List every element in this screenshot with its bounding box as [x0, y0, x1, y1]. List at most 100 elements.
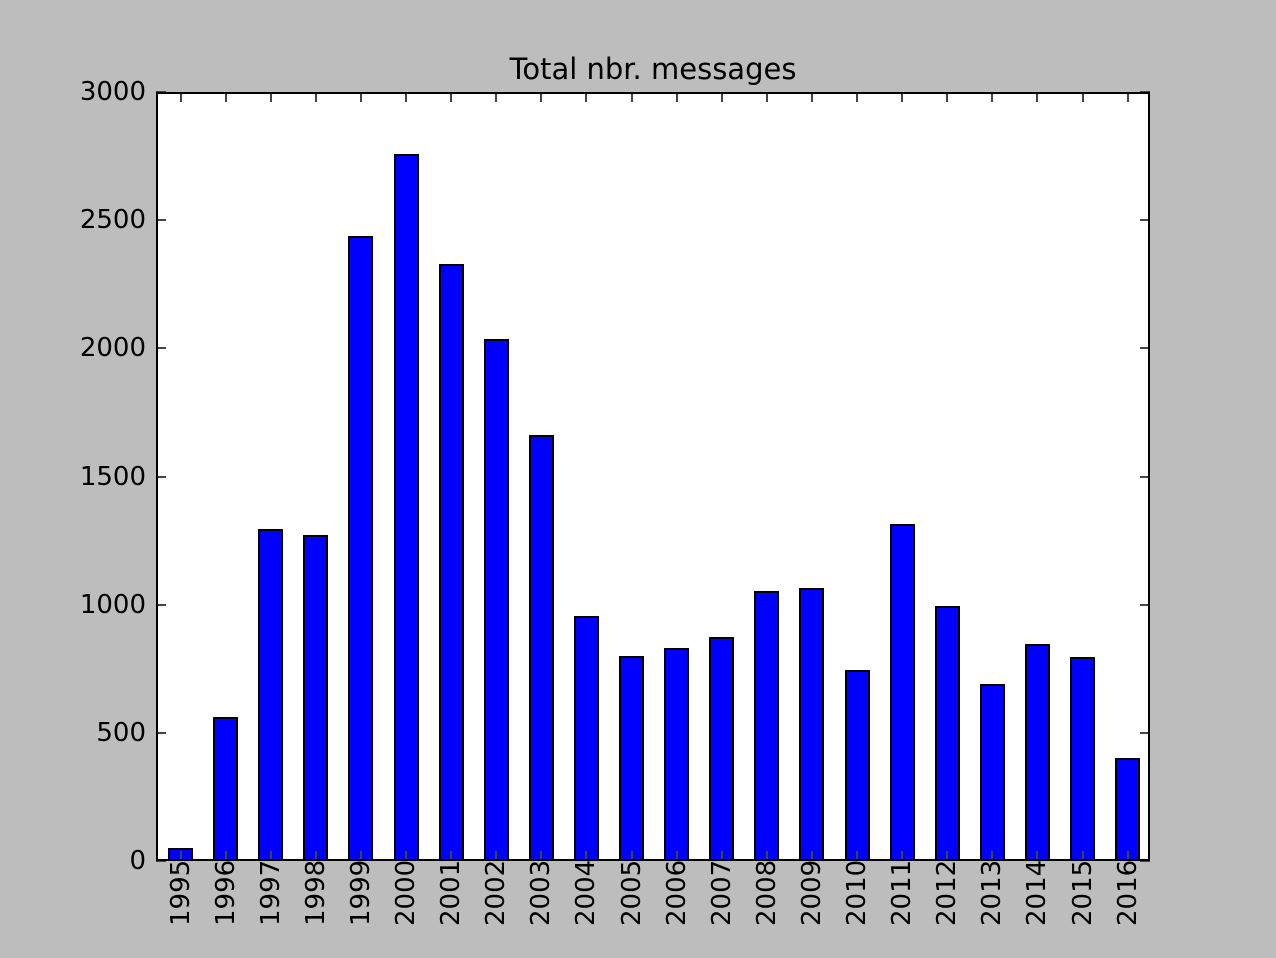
- x-tick-mark: [901, 851, 904, 861]
- x-tick-mark: [1081, 92, 1084, 102]
- x-tick-mark: [630, 92, 633, 102]
- y-tick-mark: [1140, 603, 1150, 606]
- y-tick-mark: [156, 475, 166, 478]
- x-tick-mark: [1036, 851, 1039, 861]
- x-tick-mark: [856, 851, 858, 861]
- bar: [754, 591, 780, 861]
- x-tick-mark: [675, 92, 678, 102]
- y-tick-mark: [1140, 347, 1150, 350]
- x-tick-mark: [314, 92, 317, 102]
- x-tick-mark: [179, 851, 182, 861]
- x-tick-mark: [405, 851, 407, 861]
- y-tick-mark: [1140, 475, 1150, 478]
- x-tick-mark: [1081, 851, 1084, 861]
- y-tick-mark: [1140, 860, 1150, 862]
- x-tick-mark: [1126, 851, 1129, 861]
- x-tick-label: 1997: [255, 859, 286, 926]
- x-tick-mark: [630, 851, 633, 861]
- y-tick-label: 2000: [79, 333, 146, 364]
- x-tick-mark: [810, 92, 813, 102]
- bar: [393, 154, 419, 861]
- x-tick-mark: [946, 92, 949, 102]
- bar: [1115, 758, 1141, 861]
- x-tick-label: 2002: [481, 859, 512, 926]
- x-tick-mark: [946, 851, 949, 861]
- x-tick-label: 2006: [661, 859, 692, 926]
- bar: [258, 529, 284, 861]
- x-tick-label: 2008: [751, 859, 782, 926]
- y-tick-mark: [156, 91, 166, 93]
- bar: [528, 435, 554, 861]
- x-tick-label: 2011: [887, 859, 918, 926]
- y-tick-mark: [1140, 731, 1150, 734]
- chart-title: Total nbr. messages: [509, 52, 797, 86]
- bar: [573, 616, 599, 861]
- x-tick-mark: [1126, 92, 1129, 102]
- x-tick-label: 2015: [1067, 859, 1098, 926]
- x-tick-label: 1998: [300, 859, 331, 926]
- y-tick-mark: [156, 219, 166, 222]
- bar: [979, 684, 1005, 861]
- x-tick-mark: [450, 92, 453, 102]
- x-tick-label: 2010: [842, 859, 872, 926]
- x-tick-label: 2012: [932, 859, 963, 926]
- x-tick-mark: [314, 851, 317, 861]
- bar: [844, 670, 870, 861]
- y-tick-mark: [156, 860, 166, 862]
- bar: [438, 264, 464, 861]
- x-tick-mark: [359, 92, 362, 102]
- bar: [1070, 657, 1095, 861]
- bar: [619, 656, 644, 861]
- x-tick-mark: [765, 92, 768, 102]
- x-tick-label: 2004: [571, 859, 602, 926]
- x-tick-label: 1999: [345, 859, 376, 926]
- x-tick-mark: [720, 851, 723, 861]
- y-tick-mark: [1140, 219, 1150, 222]
- x-tick-mark: [540, 92, 543, 102]
- x-tick-mark: [675, 851, 678, 861]
- bar: [799, 588, 825, 861]
- bar: [303, 535, 329, 861]
- x-tick-label: 2003: [526, 859, 557, 926]
- y-tick-label: 2500: [79, 205, 146, 236]
- x-tick-label: 2009: [796, 859, 827, 926]
- x-tick-mark: [991, 851, 994, 861]
- x-tick-mark: [495, 92, 498, 102]
- bar: [348, 236, 374, 861]
- bar: [1024, 644, 1050, 861]
- x-tick-label: 1996: [210, 859, 241, 926]
- x-tick-mark: [179, 92, 182, 102]
- bar: [483, 339, 509, 861]
- x-tick-mark: [720, 92, 723, 102]
- x-tick-mark: [856, 92, 858, 102]
- x-tick-label: 2013: [977, 859, 1008, 926]
- x-tick-mark: [1036, 92, 1039, 102]
- bar: [664, 648, 690, 861]
- bar: [934, 606, 960, 861]
- x-tick-mark: [359, 851, 362, 861]
- x-tick-mark: [405, 92, 407, 102]
- x-tick-label: 2016: [1112, 859, 1143, 926]
- y-tick-mark: [1140, 91, 1150, 93]
- bar: [213, 717, 239, 861]
- bar: [889, 524, 915, 861]
- x-tick-mark: [269, 851, 272, 861]
- x-tick-label: 2007: [706, 859, 737, 926]
- x-tick-mark: [765, 851, 768, 861]
- y-tick-mark: [156, 731, 166, 734]
- y-tick-label: 500: [96, 717, 146, 748]
- y-tick-label: 1000: [79, 589, 146, 620]
- x-tick-mark: [585, 851, 588, 861]
- x-tick-label: 2014: [1022, 859, 1053, 926]
- y-tick-mark: [156, 347, 166, 350]
- plot-area: [156, 91, 1150, 862]
- x-tick-mark: [991, 92, 994, 102]
- x-tick-mark: [224, 851, 227, 861]
- x-tick-mark: [269, 92, 272, 102]
- y-tick-label: 0: [129, 846, 146, 876]
- x-tick-mark: [450, 851, 453, 861]
- x-tick-label: 2000: [391, 859, 421, 926]
- y-tick-label: 3000: [79, 77, 146, 107]
- bar: [709, 637, 735, 861]
